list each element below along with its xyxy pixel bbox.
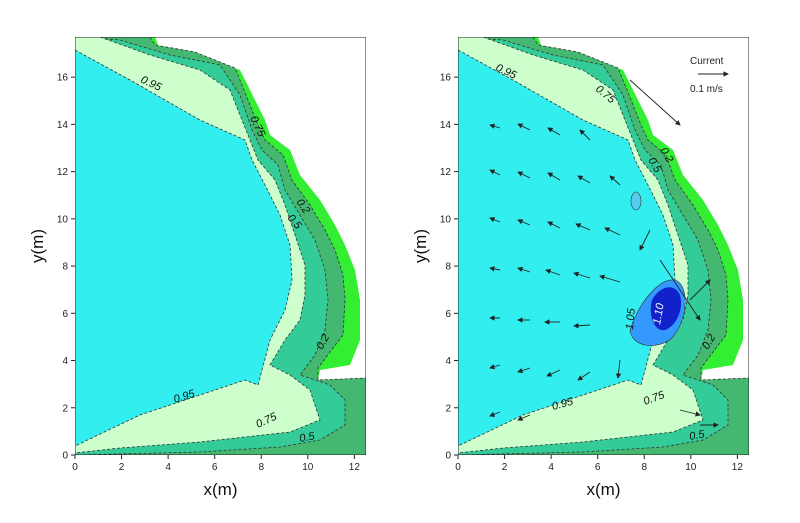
y-axis-label: y(m) [28,229,47,263]
y-tick-label: 10 [57,214,69,225]
y-tick-label: 4 [62,356,68,367]
y-tick-label: 6 [445,309,451,320]
contour-label: 0.95 [551,396,576,413]
y-tick-label: 0 [445,451,451,462]
contour-fill [75,37,366,455]
y-tick-label: 14 [440,120,452,131]
y-tick-label: 12 [57,167,69,178]
x-tick-label: 12 [732,462,744,473]
right-panel: Current 0.1 m/s 0.95 0.75 0.2 0.5 1.05 1… [458,37,749,455]
x-tick-label: 8 [641,462,647,473]
contour-label: 1.05 [624,307,638,330]
y-tick-label: 10 [440,214,452,225]
x-axis-label: x(m) [204,480,238,499]
y-tick-label: 14 [57,120,69,131]
x-tick-label: 4 [548,462,554,473]
x-tick-label: 12 [349,462,361,473]
y-tick-label: 4 [445,356,451,367]
y-tick-label: 6 [62,309,68,320]
x-tick-label: 2 [119,462,125,473]
x-tick-label: 4 [165,462,171,473]
y-tick-label: 16 [57,73,69,84]
x-tick-label: 10 [302,462,314,473]
x-tick-label: 0 [72,462,78,473]
x-tick-label: 2 [502,462,508,473]
legend-title: Current [690,56,724,67]
y-tick-label: 0 [62,451,68,462]
x-tick-label: 0 [455,462,461,473]
y-tick-label: 2 [62,403,68,414]
left-panel: 0.95 0.75 0.2 0.5 0.2 0.95 0.75 0.5 [75,37,366,455]
y-tick-label: 2 [445,403,451,414]
contour-label: 1.10 [651,301,667,325]
contour-label: 0.5 [298,430,316,445]
y-tick-label: 8 [62,262,68,273]
x-axis-label: x(m) [587,480,621,499]
x-tick-label: 8 [258,462,264,473]
x-tick-label: 10 [685,462,697,473]
x-tick-label: 6 [595,462,601,473]
legend-label: 0.1 m/s [690,84,723,95]
y-tick-label: 8 [445,262,451,273]
y-tick-label: 12 [440,167,452,178]
y-tick-label: 16 [440,73,452,84]
x-tick-label: 6 [212,462,218,473]
contour-label: 0.5 [688,428,706,443]
y-axis-label: y(m) [411,229,430,263]
eddy-core [650,287,682,331]
eddy [630,191,642,211]
current-vectors [489,79,719,428]
